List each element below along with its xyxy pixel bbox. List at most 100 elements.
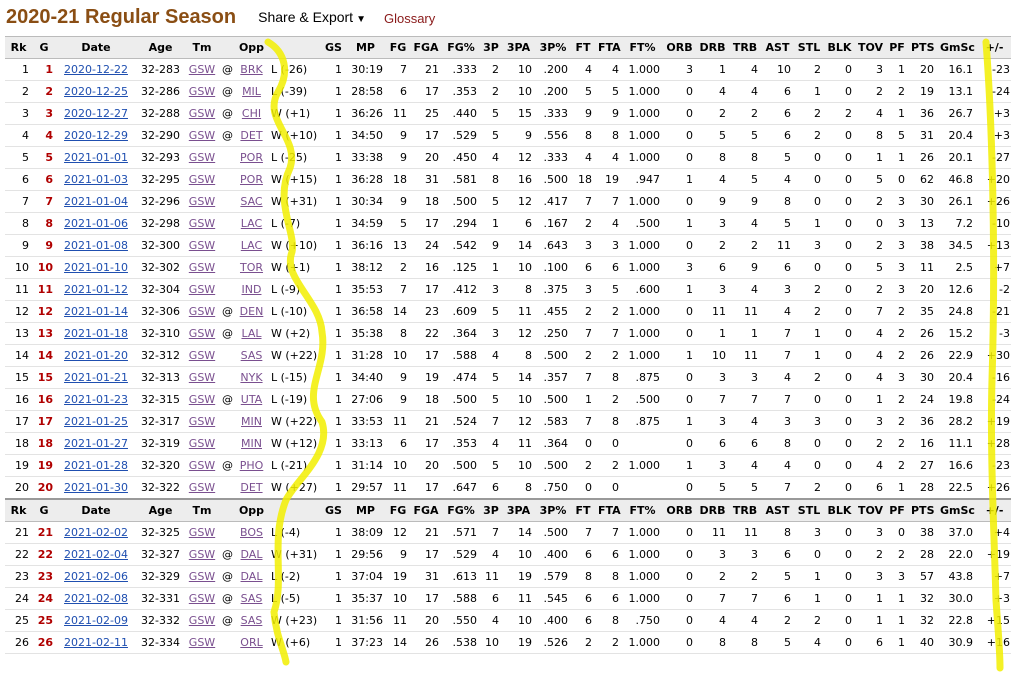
column-header-orb[interactable]: ORB bbox=[663, 498, 696, 522]
column-header-ft-pct[interactable]: FT% bbox=[622, 498, 663, 522]
game-date-link[interactable]: 2021-02-04 bbox=[64, 548, 128, 561]
game-date-link[interactable]: 2021-01-06 bbox=[64, 217, 128, 230]
team-link[interactable]: GSW bbox=[188, 570, 216, 583]
column-header-ft-pct[interactable]: FT% bbox=[622, 36, 663, 59]
team-link[interactable]: GSW bbox=[188, 614, 216, 627]
column-header-3p[interactable]: 3P bbox=[480, 36, 502, 59]
team-link[interactable]: GSW bbox=[188, 85, 216, 98]
column-header-ft[interactable]: FT bbox=[571, 498, 595, 522]
team-link[interactable]: GSW bbox=[188, 151, 216, 164]
opponent-link[interactable]: DEN bbox=[239, 305, 264, 318]
column-header-fta[interactable]: FTA bbox=[595, 498, 622, 522]
game-date-link[interactable]: 2021-01-23 bbox=[64, 393, 128, 406]
column-header-gmsc[interactable]: GmSc bbox=[937, 36, 976, 59]
game-date-link[interactable]: 2021-01-27 bbox=[64, 437, 128, 450]
game-date-link[interactable]: 2021-01-30 bbox=[64, 481, 128, 494]
opponent-link[interactable]: UTA bbox=[240, 393, 263, 406]
column-header-3pa[interactable]: 3PA bbox=[502, 498, 535, 522]
game-date-link[interactable]: 2021-01-01 bbox=[64, 151, 128, 164]
column-header-mp[interactable]: MP bbox=[345, 498, 386, 522]
team-link[interactable]: GSW bbox=[188, 107, 216, 120]
team-link[interactable]: GSW bbox=[188, 283, 216, 296]
column-header-plus-minus[interactable]: +/- bbox=[976, 36, 1011, 59]
opponent-link[interactable]: PHO bbox=[239, 459, 264, 472]
column-header-opp[interactable]: Opp bbox=[235, 36, 268, 59]
team-link[interactable]: GSW bbox=[188, 459, 216, 472]
opponent-link[interactable]: MIN bbox=[241, 437, 262, 450]
column-header-age[interactable]: Age bbox=[136, 498, 185, 522]
game-date-link[interactable]: 2021-01-12 bbox=[64, 283, 128, 296]
game-date-link[interactable]: 2021-01-04 bbox=[64, 195, 128, 208]
opponent-link[interactable]: SAS bbox=[240, 592, 263, 605]
team-link[interactable]: GSW bbox=[188, 415, 216, 428]
team-link[interactable]: GSW bbox=[188, 261, 216, 274]
opponent-link[interactable]: DAL bbox=[240, 548, 263, 561]
opponent-link[interactable]: LAC bbox=[240, 239, 263, 252]
column-header-fg[interactable]: FG bbox=[386, 498, 410, 522]
opponent-link[interactable]: BRK bbox=[240, 63, 263, 76]
game-date-link[interactable]: 2021-01-25 bbox=[64, 415, 128, 428]
game-date-link[interactable]: 2021-01-14 bbox=[64, 305, 128, 318]
column-header-mp[interactable]: MP bbox=[345, 36, 386, 59]
column-header-tm[interactable]: Tm bbox=[185, 498, 219, 522]
column-header-g[interactable]: G bbox=[32, 498, 56, 522]
column-header-pts[interactable]: PTS bbox=[908, 498, 937, 522]
team-link[interactable]: GSW bbox=[188, 548, 216, 561]
column-header-drb[interactable]: DRB bbox=[696, 498, 729, 522]
column-header-fg[interactable]: FG bbox=[386, 36, 410, 59]
opponent-link[interactable]: SAC bbox=[240, 195, 263, 208]
game-date-link[interactable]: 2021-02-02 bbox=[64, 526, 128, 539]
opponent-link[interactable]: LAL bbox=[241, 327, 262, 340]
share-export-menu[interactable]: Share & Export ▼ bbox=[258, 9, 366, 25]
opponent-link[interactable]: ORL bbox=[240, 636, 263, 649]
team-link[interactable]: GSW bbox=[188, 526, 216, 539]
opponent-link[interactable]: CHI bbox=[241, 107, 262, 120]
team-link[interactable]: GSW bbox=[188, 636, 216, 649]
column-header-fta[interactable]: FTA bbox=[595, 36, 622, 59]
game-date-link[interactable]: 2021-02-09 bbox=[64, 614, 128, 627]
opponent-link[interactable]: NYK bbox=[240, 371, 263, 384]
column-header-tov[interactable]: TOV bbox=[855, 498, 886, 522]
column-header-stl[interactable]: STL bbox=[794, 498, 824, 522]
opponent-link[interactable]: MIN bbox=[241, 415, 262, 428]
column-header-tov[interactable]: TOV bbox=[855, 36, 886, 59]
team-link[interactable]: GSW bbox=[188, 195, 216, 208]
column-header-date[interactable]: Date bbox=[56, 36, 136, 59]
column-header-3p-pct[interactable]: 3P% bbox=[535, 498, 571, 522]
column-header-gs[interactable]: GS bbox=[322, 36, 345, 59]
team-link[interactable]: GSW bbox=[188, 592, 216, 605]
column-header-fga[interactable]: FGA bbox=[410, 36, 442, 59]
team-link[interactable]: GSW bbox=[188, 349, 216, 362]
opponent-link[interactable]: LAC bbox=[240, 217, 263, 230]
opponent-link[interactable]: DAL bbox=[240, 570, 263, 583]
opponent-link[interactable]: POR bbox=[240, 151, 263, 164]
column-header-orb[interactable]: ORB bbox=[663, 36, 696, 59]
team-link[interactable]: GSW bbox=[188, 239, 216, 252]
column-header-3p-pct[interactable]: 3P% bbox=[535, 36, 571, 59]
column-header-gs[interactable]: GS bbox=[322, 498, 345, 522]
opponent-link[interactable]: DET bbox=[240, 481, 263, 494]
game-date-link[interactable]: 2021-01-10 bbox=[64, 261, 128, 274]
game-date-link[interactable]: 2021-02-08 bbox=[64, 592, 128, 605]
game-date-link[interactable]: 2021-01-20 bbox=[64, 349, 128, 362]
team-link[interactable]: GSW bbox=[188, 437, 216, 450]
column-header-3pa[interactable]: 3PA bbox=[502, 36, 535, 59]
column-header-gmsc[interactable]: GmSc bbox=[937, 498, 976, 522]
column-header-ast[interactable]: AST bbox=[761, 36, 794, 59]
game-date-link[interactable]: 2020-12-27 bbox=[64, 107, 128, 120]
column-header-pf[interactable]: PF bbox=[886, 36, 908, 59]
column-header-pts[interactable]: PTS bbox=[908, 36, 937, 59]
game-date-link[interactable]: 2020-12-22 bbox=[64, 63, 128, 76]
opponent-link[interactable]: TOR bbox=[239, 261, 264, 274]
glossary-link[interactable]: Glossary bbox=[383, 10, 436, 26]
game-date-link[interactable]: 2021-02-11 bbox=[64, 636, 128, 649]
column-header-pf[interactable]: PF bbox=[886, 498, 908, 522]
opponent-link[interactable]: MIL bbox=[242, 85, 261, 98]
game-date-link[interactable]: 2021-01-28 bbox=[64, 459, 128, 472]
team-link[interactable]: GSW bbox=[188, 129, 216, 142]
opponent-link[interactable]: POR bbox=[240, 173, 263, 186]
opponent-link[interactable]: SAS bbox=[240, 349, 263, 362]
column-header-date[interactable]: Date bbox=[56, 498, 136, 522]
opponent-link[interactable]: BOS bbox=[240, 526, 263, 539]
game-date-link[interactable]: 2021-01-21 bbox=[64, 371, 128, 384]
